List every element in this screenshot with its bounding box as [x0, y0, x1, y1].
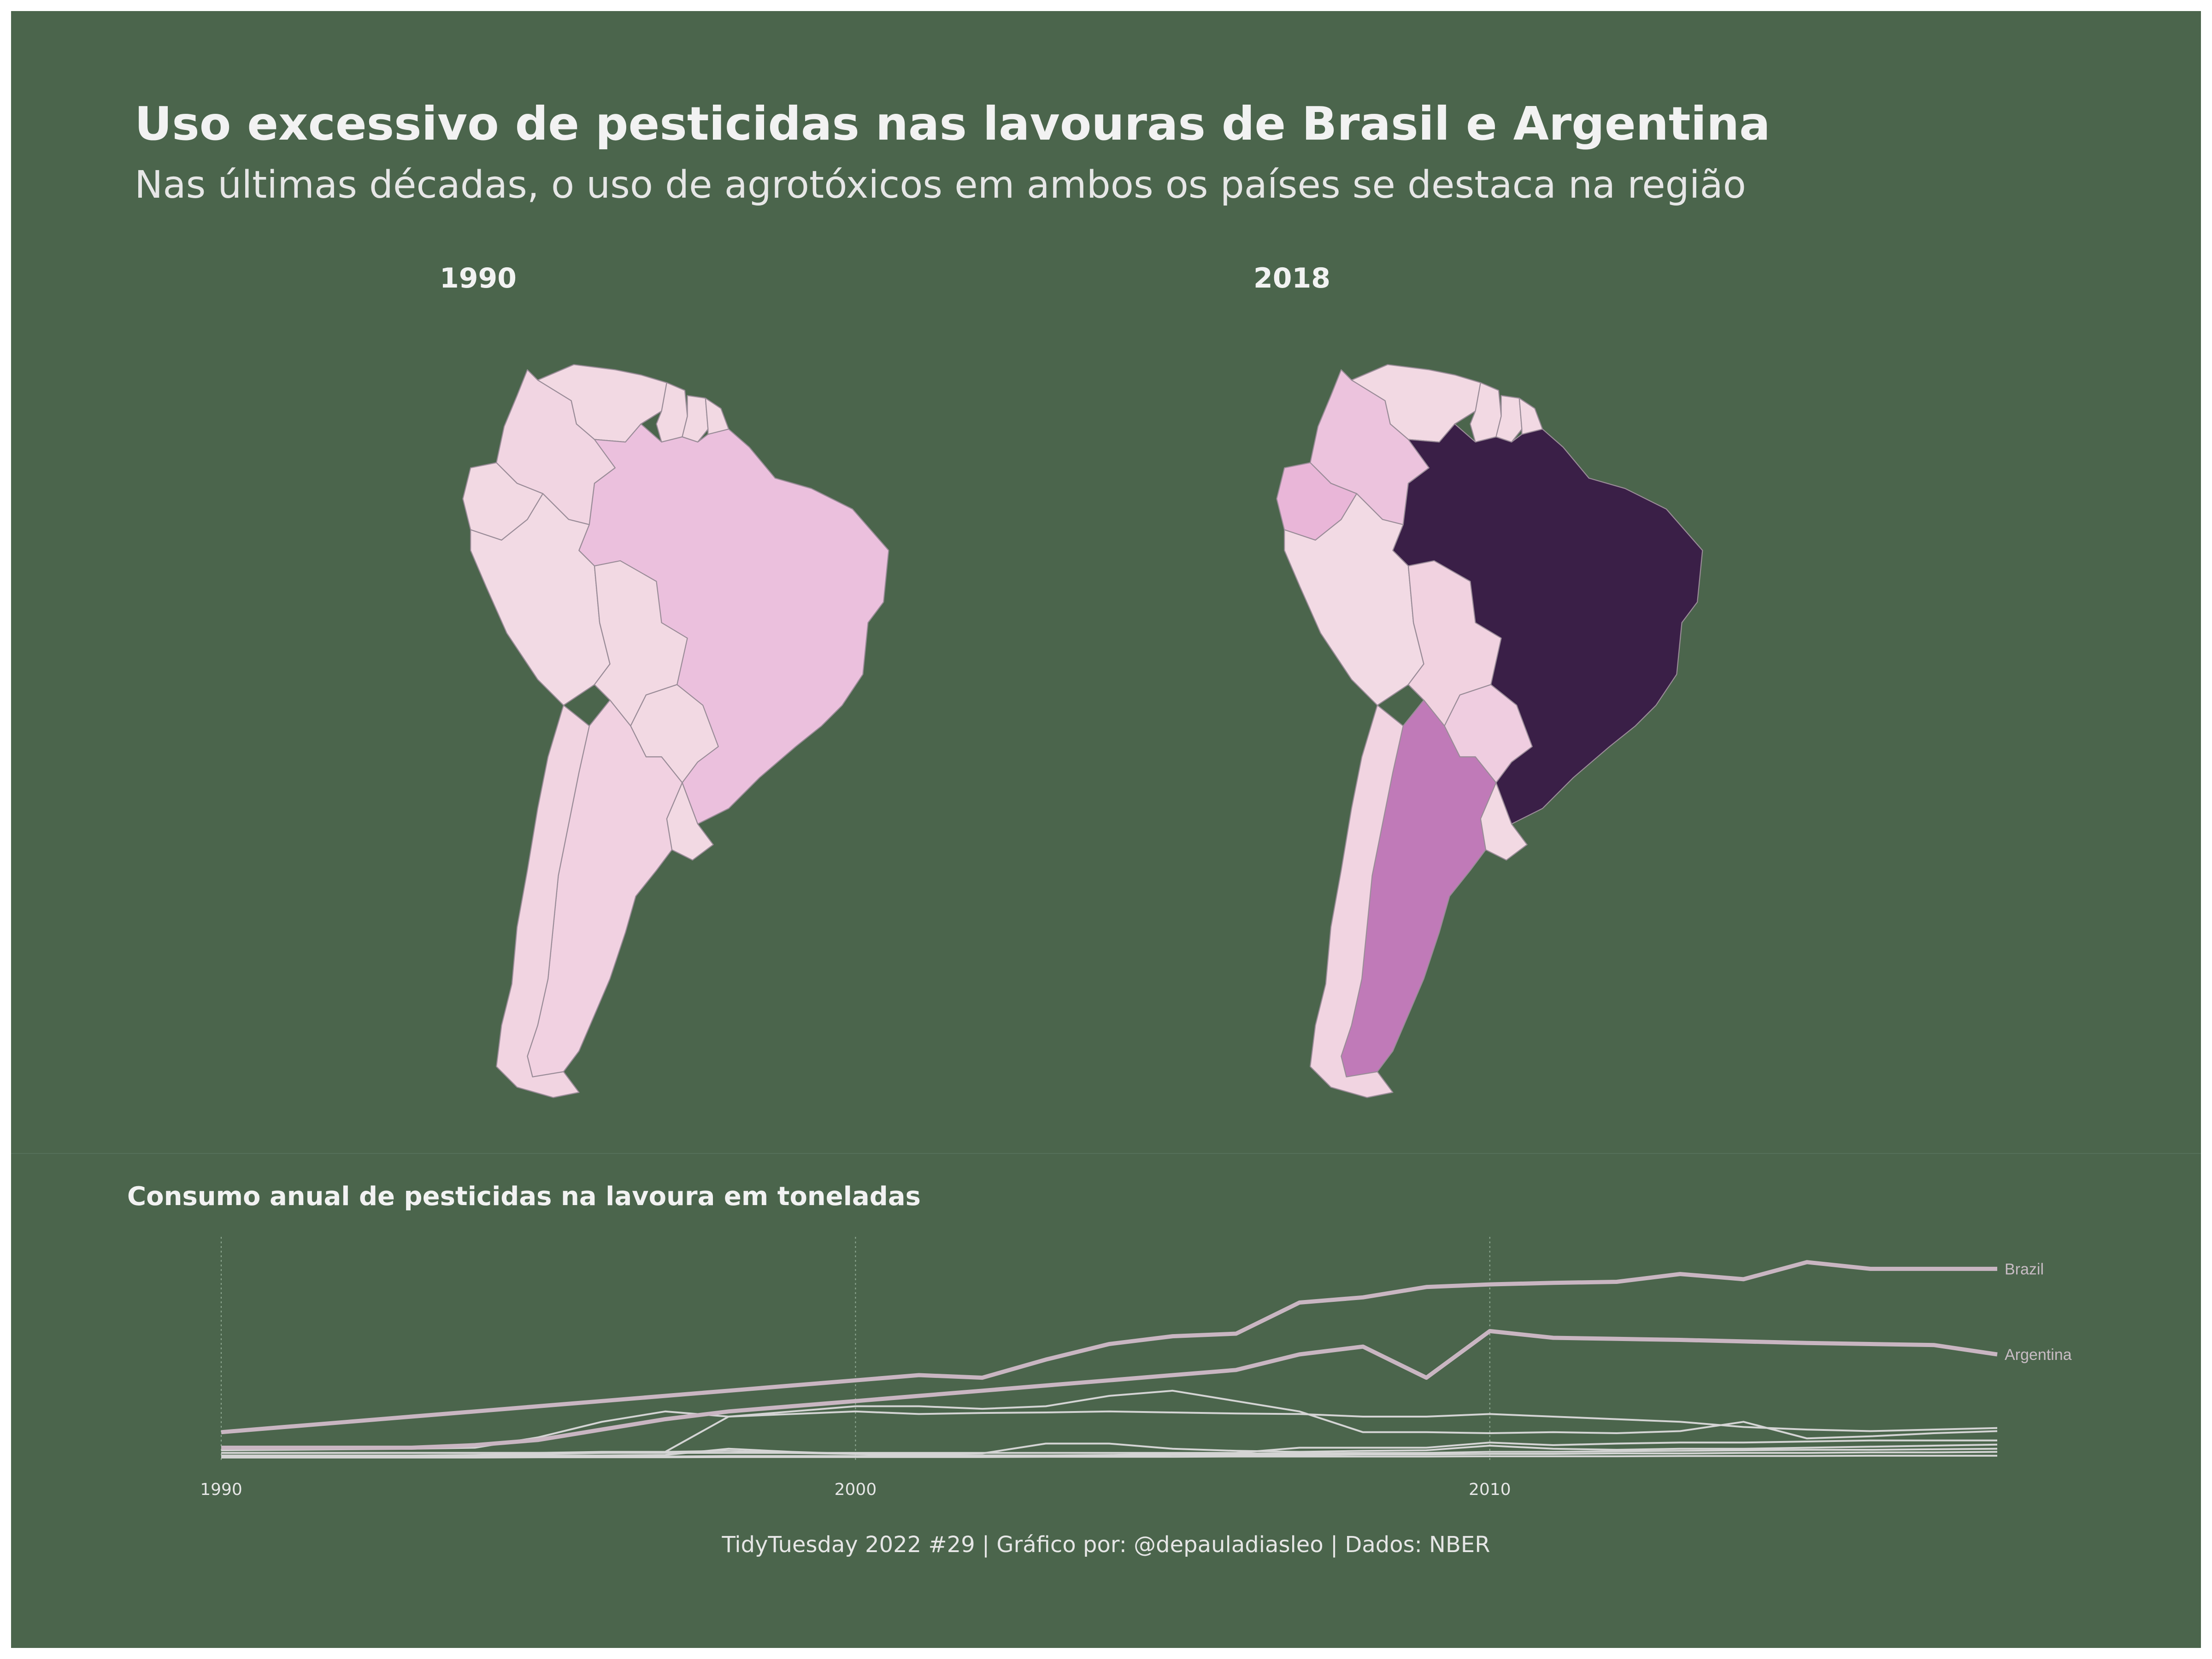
line-chart: 1990 2000 2010 Brazil Argentina	[200, 1237, 2072, 1499]
x-tick-label: 1990	[200, 1480, 242, 1499]
series-line	[221, 1442, 1998, 1457]
section-divider	[11, 1153, 2201, 1154]
series-line-brazil	[221, 1260, 1997, 1435]
x-tick-label: 2000	[835, 1480, 877, 1499]
series-line	[221, 1439, 1997, 1454]
x-tick-label: 2010	[1469, 1480, 1511, 1499]
series-label-argentina: Argentina	[2005, 1346, 2072, 1364]
country-guiana	[1518, 397, 1543, 435]
country-chile	[1310, 705, 1404, 1098]
series-line-argentina	[221, 1329, 1998, 1450]
country-guiana	[705, 397, 729, 435]
series-label-brazil: Brazil	[2005, 1260, 2044, 1278]
map-2018-label: 2018	[1253, 262, 1330, 294]
caption: TidyTuesday 2022 #29 | Gráfico por: @dep…	[722, 1532, 1490, 1558]
series-line	[221, 1410, 1998, 1454]
map-2018	[1276, 364, 1703, 1098]
figure-subtitle: Nas últimas décadas, o uso de agrotóxico…	[135, 163, 1746, 207]
map-1990	[462, 364, 889, 1098]
line-chart-title: Consumo anual de pesticidas na lavoura e…	[127, 1182, 921, 1212]
map-1990-label: 1990	[440, 262, 517, 294]
series-line	[221, 1454, 1997, 1459]
country-chile	[496, 705, 590, 1098]
series-line	[221, 1389, 1998, 1452]
figure-canvas: Uso excessivo de pesticidas nas lavouras…	[11, 11, 2201, 1648]
figure-title: Uso excessivo de pesticidas nas lavouras…	[135, 97, 1771, 151]
